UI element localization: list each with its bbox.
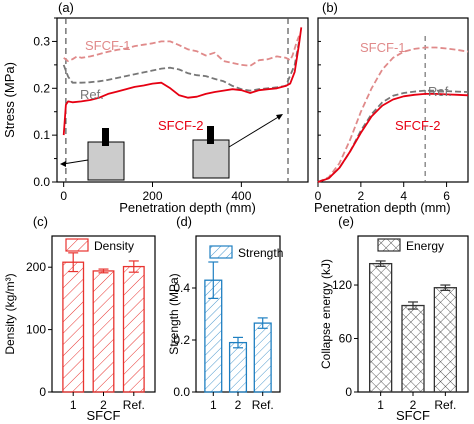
plot-frame	[56, 17, 309, 183]
y-tick-label: 0.0	[33, 175, 50, 189]
x-tick-label: 200	[142, 189, 162, 203]
series-line-sfcf-2	[62, 27, 303, 136]
bar	[122, 265, 145, 393]
panel-label: (a)	[58, 0, 74, 15]
specimen-2-block	[192, 139, 230, 179]
y-tick-label: 100	[26, 323, 46, 337]
pointer-arrowhead-2	[276, 114, 283, 120]
x-tick-label: 400	[231, 189, 251, 203]
panel-label: (e)	[338, 214, 354, 229]
x-tick-label: Ref.	[252, 398, 274, 412]
y-tick-label: 0	[345, 385, 352, 399]
panel-label: (c)	[33, 214, 48, 229]
x-tick-label: 1	[70, 398, 77, 412]
specimen-1-indenter	[102, 128, 109, 146]
x-tick-label: 4	[400, 189, 407, 203]
legend-swatch	[65, 238, 89, 252]
y-tick-label: 0	[39, 385, 46, 399]
y-tick-label: 0.2	[33, 81, 50, 95]
bar	[228, 341, 248, 393]
x-axis-title: Penetration depth (mm)	[119, 200, 256, 215]
series-line-ref	[317, 89, 469, 183]
panel-c: 1 2 Ref. 0 100 200 SFCF Density (kg/m³) (c) Densi…	[3, 214, 156, 423]
series-line-ref	[62, 41, 300, 92]
x-tick-label: 2	[100, 398, 107, 412]
pointer-arrowhead-1	[60, 161, 66, 167]
series-label-sfcf-1: SFCF-1	[85, 38, 131, 53]
y-axis-title: Strength (MPa)	[167, 273, 181, 354]
panel-label: (b)	[322, 0, 338, 15]
y-tick-label: 0.2	[173, 333, 190, 347]
plot-frame	[317, 17, 469, 183]
x-tick-label: 2	[410, 398, 417, 412]
bar	[401, 304, 425, 393]
x-tick-label: 6	[443, 189, 450, 203]
y-tick-label: 0.0	[173, 385, 190, 399]
pointer-arrow-1	[62, 159, 89, 165]
series-label-ref: Ref.	[428, 84, 452, 99]
x-tick-label: 2	[358, 189, 365, 203]
panel-label: (d)	[176, 214, 192, 229]
x-axis-title: SFCF	[396, 408, 430, 423]
series-line-sfcf-1	[63, 35, 300, 67]
y-axis-title: Collapse energy (kJ)	[319, 259, 333, 369]
bar	[433, 287, 458, 393]
y-tick-label: 0.3	[33, 34, 50, 48]
x-tick-label: 1	[377, 398, 384, 412]
x-tick-label: 2	[235, 398, 242, 412]
y-tick-label: 0.1	[33, 128, 50, 142]
y-tick-label: 0.4	[173, 281, 190, 295]
series-label-sfcf-1: SFCF-1	[360, 40, 406, 55]
series-label-sfcf-2: SFCF-2	[395, 118, 441, 133]
series-line-sfcf-1	[317, 46, 469, 183]
bar	[368, 262, 393, 393]
legend-label: Energy	[406, 239, 444, 253]
x-axis-title: Penetration depth (mm)	[314, 200, 451, 215]
x-tick-label: Ref.	[123, 398, 145, 412]
bar	[62, 261, 85, 393]
legend-swatch	[377, 238, 401, 252]
specimen-1-block	[87, 141, 125, 181]
y-tick-label: 60	[339, 332, 353, 346]
x-tick-label: Ref.	[434, 398, 456, 412]
x-axis-title: SFCF	[87, 408, 121, 423]
series-label-sfcf-2: SFCF-2	[158, 118, 204, 133]
y-tick-label: 200	[26, 260, 46, 274]
y-tick-label: 120	[332, 278, 352, 292]
x-tick-label: 0	[315, 189, 322, 203]
series-label-ref: Ref.	[80, 87, 104, 102]
legend-label: Density	[94, 239, 134, 253]
x-tick-label: 0	[60, 189, 67, 203]
legend-swatch	[209, 245, 233, 259]
bar	[253, 322, 272, 393]
y-axis-title: Density (kg/m³)	[3, 273, 17, 354]
legend-label: Strength	[238, 246, 283, 260]
series-line-sfcf-2	[317, 93, 469, 183]
bar	[92, 270, 115, 393]
pointer-arrow-2	[228, 115, 281, 148]
y-axis-title: Stress (MPa)	[2, 62, 17, 138]
x-tick-label: 1	[210, 398, 217, 412]
specimen-2-indenter	[207, 126, 214, 144]
panel-e: 1 2 Ref. 0 60 120 SFCF Collapse energy (kJ) (e) E…	[319, 214, 469, 423]
